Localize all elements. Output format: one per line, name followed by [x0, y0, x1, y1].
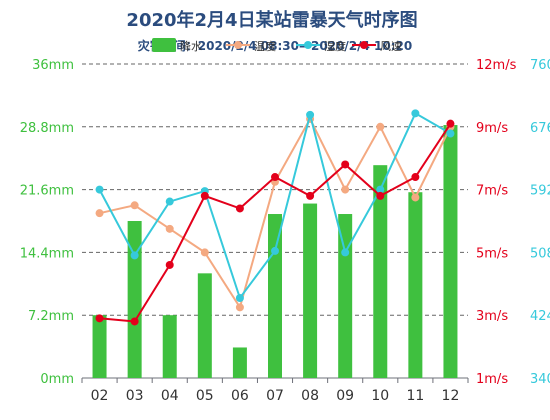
wind-tick-label: 5m/s — [476, 246, 508, 261]
precip-bar — [92, 315, 107, 378]
precip-tick-label: 21.6mm — [20, 184, 74, 199]
precip-bar — [127, 221, 142, 378]
axes: 0mm 7.2mm 14.4mm 21.6mm 28.8mm 36mm 1m/s 3m/s 5m… — [20, 58, 550, 404]
x-tick-label: 08 — [301, 388, 319, 404]
humidity-tick-label: 424 — [530, 309, 550, 324]
x-tick-label: 02 — [91, 388, 109, 404]
wind-tick-label: 1m/s — [476, 372, 508, 387]
x-tick-label: 06 — [231, 388, 249, 404]
temp-point — [411, 193, 420, 202]
temp-point — [130, 201, 139, 210]
humidity-point — [165, 197, 174, 206]
wind-tick-label: 7m/s — [476, 184, 508, 199]
x-tick-label: 03 — [126, 388, 144, 404]
temp-point — [200, 248, 209, 257]
temp-point — [341, 185, 350, 194]
chart-subtitle: 灾害时间：2020/2/4 08:30—2020/2/4 10:20 — [138, 38, 412, 53]
x-tick-label: 12 — [442, 388, 460, 404]
wind-point — [411, 173, 420, 182]
precip-bar — [268, 214, 282, 378]
precip-tick-label: 7.2mm — [28, 309, 74, 324]
x-tick-label: 11 — [406, 388, 424, 404]
wind-point — [306, 191, 315, 200]
temp-point — [165, 224, 174, 233]
legend-label: 风速 — [380, 40, 402, 53]
precip-bar — [162, 315, 177, 378]
wind-point — [376, 191, 385, 200]
precip-bar — [338, 214, 353, 378]
humidity-point — [95, 185, 104, 194]
humidity-tick-label: 592 — [530, 184, 550, 199]
humidity-point — [130, 251, 139, 260]
wind-point — [200, 191, 209, 200]
humidity-tick-label: 508 — [530, 246, 550, 261]
chart-title: 2020年2月4日某站雷暴天气时序图 — [126, 9, 417, 31]
wind-tick-label: 12m/s — [476, 58, 517, 73]
legend-label: 湿度 — [324, 39, 346, 53]
wind-tick-label: 3m/s — [476, 309, 508, 324]
legend-marker — [360, 41, 368, 49]
precip-bars — [92, 125, 458, 378]
precip-bar — [197, 273, 212, 378]
legend-label: 降水 — [180, 39, 202, 53]
precip-tick-label: 36mm — [32, 58, 74, 73]
precip-bar — [373, 165, 388, 378]
precip-bar — [408, 192, 423, 378]
wind-point — [95, 314, 104, 323]
humidity-point — [341, 248, 350, 257]
legend-marker — [304, 41, 312, 49]
humidity-point — [271, 246, 279, 255]
x-tick-label: 10 — [371, 388, 389, 404]
precip-bar — [303, 203, 318, 378]
temp-point — [376, 122, 385, 131]
legend-label: 温度 — [254, 39, 276, 53]
legend-swatch — [152, 38, 176, 52]
wind-point — [130, 317, 139, 326]
precip-tick-label: 28.8mm — [20, 121, 74, 136]
temp-point — [95, 209, 104, 218]
precip-tick-label: 0mm — [40, 372, 74, 387]
humidity-point — [446, 129, 455, 138]
series-lines — [95, 109, 455, 326]
precip-bar — [232, 347, 247, 378]
wind-point — [446, 119, 455, 128]
x-tick-label: 07 — [266, 388, 284, 404]
wind-point — [341, 160, 350, 169]
humidity-tick-label: 676 — [530, 121, 550, 136]
x-tick-label: 09 — [336, 388, 354, 404]
humidity-point — [411, 109, 420, 118]
precip-bar — [443, 125, 458, 378]
wind-tick-label: 9m/s — [476, 121, 508, 136]
wind-point — [235, 204, 244, 213]
legend[interactable]: 降水 温度 湿度 风速 — [152, 38, 402, 53]
wind-point — [165, 260, 174, 269]
wind-point — [271, 173, 279, 182]
humidity-point — [306, 110, 315, 119]
x-tick-label: 05 — [196, 388, 214, 404]
precip-tick-label: 14.4mm — [20, 246, 74, 261]
humidity-point — [235, 294, 244, 303]
humidity-tick-label: 760 — [530, 58, 550, 73]
x-tick-label: 04 — [161, 388, 179, 404]
humidity-point — [376, 185, 385, 194]
legend-marker — [234, 41, 242, 49]
humidity-tick-label: 340 — [530, 372, 550, 387]
temp-point — [235, 303, 244, 312]
